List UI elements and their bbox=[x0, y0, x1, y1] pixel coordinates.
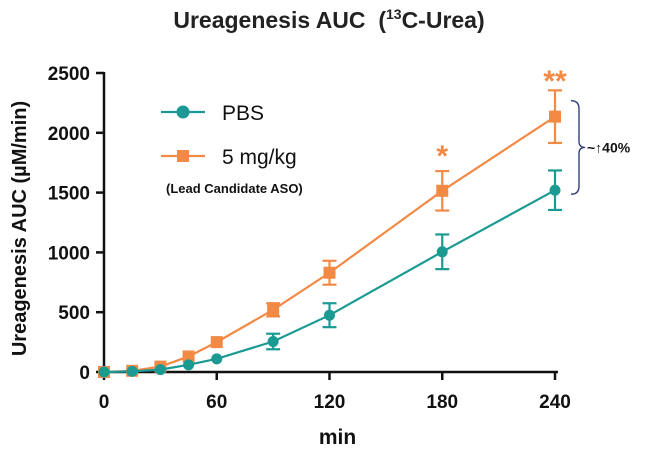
y-tick-label: 2500 bbox=[48, 64, 90, 85]
data-point bbox=[549, 184, 561, 196]
y-tick-label: 1500 bbox=[48, 184, 90, 205]
data-point bbox=[549, 110, 561, 123]
data-point bbox=[98, 366, 110, 378]
legend-label-5mg: 5 mg/kg bbox=[222, 146, 297, 169]
data-point bbox=[182, 350, 195, 363]
x-tick-label: 60 bbox=[206, 392, 227, 413]
y-tick-label: 0 bbox=[79, 363, 90, 384]
data-point bbox=[210, 336, 223, 349]
title-isotope: 13 bbox=[385, 6, 402, 22]
data-point bbox=[323, 266, 336, 279]
comparison-label: ~↑40% bbox=[587, 139, 631, 155]
legend-marker-pbs bbox=[176, 105, 190, 119]
data-point bbox=[436, 246, 448, 258]
title-main: Ureagenesis AUC bbox=[173, 7, 366, 33]
data-point bbox=[154, 364, 166, 376]
series-0 bbox=[98, 169, 562, 378]
title-suffix: (13C-Urea) bbox=[378, 6, 485, 33]
title-suffix-text: C-Urea) bbox=[401, 7, 485, 33]
x-tick-label: 180 bbox=[426, 392, 458, 413]
x-axis-label: min bbox=[319, 426, 356, 449]
data-point bbox=[324, 309, 335, 321]
x-tick-label: 120 bbox=[314, 392, 346, 413]
y-tick-label: 500 bbox=[58, 303, 90, 324]
legend-sublabel: (Lead Candidate ASO) bbox=[166, 181, 303, 196]
significance-240: ** bbox=[543, 65, 567, 98]
chart-title: Ureagenesis AUC (13C-Urea) bbox=[0, 6, 658, 34]
x-tick-label: 0 bbox=[99, 392, 110, 413]
series-layer bbox=[98, 89, 562, 378]
y-axis-label: Ureagenesis AUC (µM/min) bbox=[9, 101, 31, 356]
data-point bbox=[267, 303, 280, 316]
legend-marker-5mg bbox=[177, 150, 189, 162]
legend-label-pbs: PBS bbox=[222, 102, 264, 125]
comparison-bracket bbox=[570, 99, 586, 195]
legend: PBS 5 mg/kg (Lead Candidate ASO) bbox=[161, 102, 303, 196]
data-point bbox=[211, 353, 223, 365]
series-1 bbox=[98, 89, 562, 378]
y-tick-label: 2000 bbox=[48, 124, 90, 145]
y-tick-label: 1000 bbox=[48, 243, 90, 264]
x-tick-label: 240 bbox=[539, 392, 571, 413]
data-point bbox=[183, 359, 195, 371]
data-point bbox=[436, 184, 449, 197]
significance-180: * bbox=[436, 140, 448, 173]
title-paren: ( bbox=[378, 7, 386, 33]
annotations: ***~↑40% bbox=[436, 65, 631, 195]
data-point bbox=[267, 336, 279, 348]
axes: 0 500 1000 1500 2000 2500 0 60 120 180 240 min Ureag… bbox=[9, 64, 571, 449]
data-point bbox=[126, 365, 138, 377]
